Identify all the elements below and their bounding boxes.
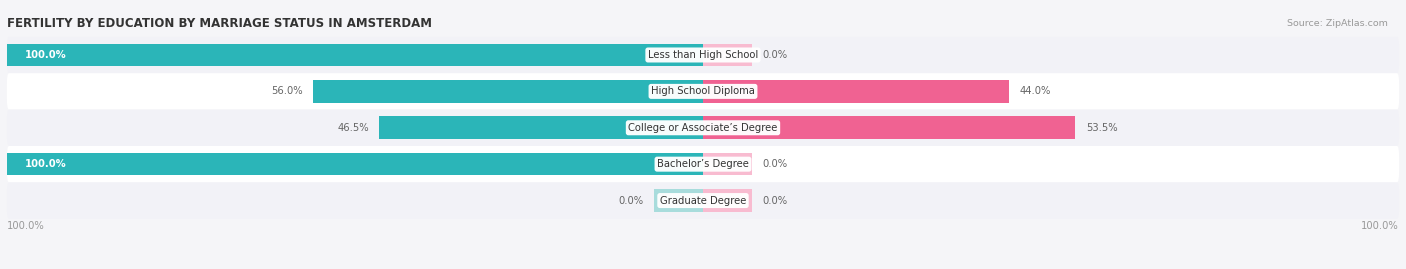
FancyBboxPatch shape [7, 146, 1399, 182]
Text: Less than High School: Less than High School [648, 50, 758, 60]
Bar [314, 80, 703, 103]
Text: Source: ZipAtlas.com: Source: ZipAtlas.com [1286, 19, 1388, 28]
Text: 100.0%: 100.0% [24, 159, 66, 169]
Bar [703, 116, 1076, 139]
FancyBboxPatch shape [7, 182, 1399, 219]
Text: 46.5%: 46.5% [337, 123, 368, 133]
FancyBboxPatch shape [7, 37, 1399, 73]
Bar [703, 189, 752, 212]
Text: 0.0%: 0.0% [762, 159, 787, 169]
Text: 0.0%: 0.0% [619, 196, 644, 206]
Text: High School Diploma: High School Diploma [651, 86, 755, 96]
Text: 100.0%: 100.0% [24, 50, 66, 60]
Text: 100.0%: 100.0% [1361, 221, 1399, 231]
Bar [703, 153, 752, 175]
Bar [703, 80, 1010, 103]
Text: 100.0%: 100.0% [7, 221, 45, 231]
Bar [654, 189, 703, 212]
Text: College or Associate’s Degree: College or Associate’s Degree [628, 123, 778, 133]
Bar [7, 44, 703, 66]
FancyBboxPatch shape [7, 73, 1399, 109]
Text: 0.0%: 0.0% [762, 50, 787, 60]
Text: 0.0%: 0.0% [762, 196, 787, 206]
FancyBboxPatch shape [7, 109, 1399, 146]
Legend: Married, Unmarried: Married, Unmarried [628, 268, 778, 269]
Text: 44.0%: 44.0% [1019, 86, 1052, 96]
Text: Graduate Degree: Graduate Degree [659, 196, 747, 206]
Text: Bachelor’s Degree: Bachelor’s Degree [657, 159, 749, 169]
Text: 56.0%: 56.0% [271, 86, 302, 96]
Text: 53.5%: 53.5% [1085, 123, 1118, 133]
Bar [380, 116, 703, 139]
Bar [703, 44, 752, 66]
Text: FERTILITY BY EDUCATION BY MARRIAGE STATUS IN AMSTERDAM: FERTILITY BY EDUCATION BY MARRIAGE STATU… [7, 17, 432, 30]
Bar [7, 153, 703, 175]
